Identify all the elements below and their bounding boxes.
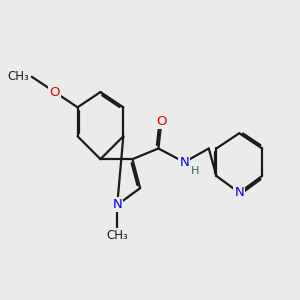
Text: N: N xyxy=(112,198,122,212)
Text: CH₃: CH₃ xyxy=(106,229,128,242)
Text: O: O xyxy=(50,85,60,98)
Text: N: N xyxy=(179,156,189,169)
Text: O: O xyxy=(156,115,167,128)
Text: H: H xyxy=(191,166,199,176)
Text: N: N xyxy=(234,186,244,199)
Text: CH₃: CH₃ xyxy=(7,70,29,83)
